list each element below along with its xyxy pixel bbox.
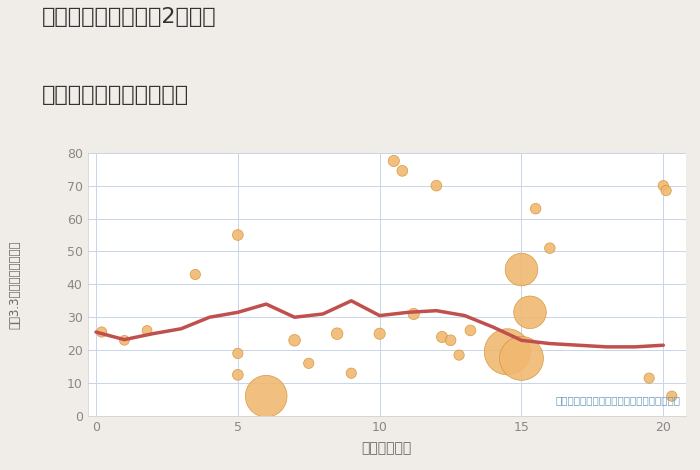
Text: 駅距離別中古戸建て価格: 駅距離別中古戸建て価格 bbox=[42, 85, 189, 105]
Text: 坪（3.3㎡）単価（万円）: 坪（3.3㎡）単価（万円） bbox=[9, 240, 22, 329]
Point bbox=[430, 182, 442, 189]
Point bbox=[397, 167, 408, 175]
Point bbox=[96, 328, 107, 336]
Point bbox=[445, 337, 456, 344]
Point bbox=[666, 392, 678, 400]
Point bbox=[530, 205, 541, 212]
Point bbox=[232, 231, 244, 239]
Point bbox=[658, 182, 669, 189]
Text: 円の大きさは、取引のあった物件面積を示す: 円の大きさは、取引のあった物件面積を示す bbox=[555, 395, 680, 406]
Point bbox=[524, 308, 536, 316]
Point bbox=[190, 271, 201, 278]
Point bbox=[346, 369, 357, 377]
Point bbox=[544, 244, 555, 252]
Point bbox=[502, 348, 513, 355]
Point bbox=[260, 392, 272, 400]
Point bbox=[408, 310, 419, 318]
Point bbox=[232, 371, 244, 379]
Point bbox=[389, 157, 400, 165]
X-axis label: 駅距離（分）: 駅距離（分） bbox=[362, 441, 412, 455]
Point bbox=[516, 266, 527, 273]
Point bbox=[437, 333, 448, 341]
Point bbox=[141, 327, 153, 334]
Point bbox=[232, 350, 244, 357]
Point bbox=[303, 360, 314, 367]
Text: 三重県名張市春日丘2番町の: 三重県名張市春日丘2番町の bbox=[42, 7, 216, 27]
Point bbox=[454, 352, 465, 359]
Point bbox=[332, 330, 343, 337]
Point bbox=[516, 354, 527, 362]
Point bbox=[643, 374, 655, 382]
Point bbox=[465, 327, 476, 334]
Point bbox=[289, 337, 300, 344]
Point bbox=[119, 337, 130, 344]
Point bbox=[661, 187, 672, 195]
Point bbox=[374, 330, 385, 337]
